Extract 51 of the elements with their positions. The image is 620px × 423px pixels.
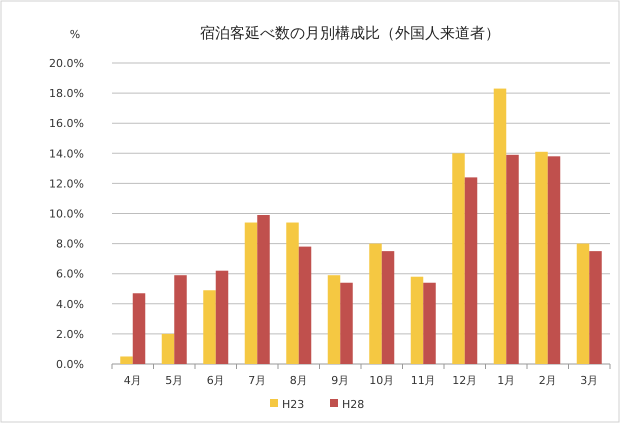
y-tick-label: 4.0% <box>56 298 84 311</box>
bar <box>203 290 216 364</box>
bar <box>410 276 424 364</box>
bar <box>589 251 602 364</box>
x-tick-label: 1月 <box>497 374 516 387</box>
bar <box>162 334 174 364</box>
y-tick-label: 12.0% <box>49 177 84 190</box>
bar <box>576 244 590 364</box>
bar <box>548 156 560 364</box>
y-tick-label: 20.0% <box>49 57 84 70</box>
bar <box>452 153 465 364</box>
bar <box>506 154 519 364</box>
bar <box>132 293 146 364</box>
x-tick-label: 12月 <box>452 374 478 387</box>
bar <box>340 282 353 364</box>
y-tick-label: 10.0% <box>49 208 84 220</box>
bar <box>174 275 187 364</box>
bar <box>257 215 270 364</box>
x-tick-label: 10月 <box>369 374 394 387</box>
y-tick-label: 14.0% <box>49 147 84 160</box>
bar <box>382 251 394 364</box>
bar <box>494 88 506 364</box>
x-tick-label: 7月 <box>248 374 266 387</box>
bar <box>464 177 478 364</box>
x-tick-label: 2月 <box>538 374 557 387</box>
legend-label: H23 <box>282 398 304 411</box>
x-tick-label: 5月 <box>165 374 184 387</box>
x-tick-label: 9月 <box>331 374 350 387</box>
x-tick-label: 11月 <box>410 374 436 387</box>
x-tick-label: 3月 <box>580 374 598 387</box>
bar <box>216 270 228 364</box>
y-tick-label: 18.0% <box>49 87 84 100</box>
x-tick-label: 4月 <box>124 374 142 387</box>
bar <box>244 222 258 364</box>
bar <box>369 244 382 364</box>
bar <box>535 152 548 364</box>
bar <box>298 246 312 364</box>
x-tick-label: 8月 <box>290 374 308 387</box>
legend-label: H28 <box>342 398 364 411</box>
y-tick-label: 2.0% <box>56 328 84 341</box>
chart-title: 宿泊客延べ数の月別構成比（外国人来道者） <box>200 24 500 42</box>
y-tick-label: 6.0% <box>56 268 84 281</box>
bar <box>286 222 299 364</box>
y-axis-title: % <box>70 28 80 41</box>
bar <box>423 282 436 364</box>
bar <box>120 356 133 364</box>
bar <box>328 275 340 364</box>
y-tick-label: 0.0% <box>56 358 84 371</box>
y-tick-label: 16.0% <box>49 117 84 130</box>
y-tick-label: 8.0% <box>56 238 84 251</box>
x-tick-label: 6月 <box>206 374 225 387</box>
